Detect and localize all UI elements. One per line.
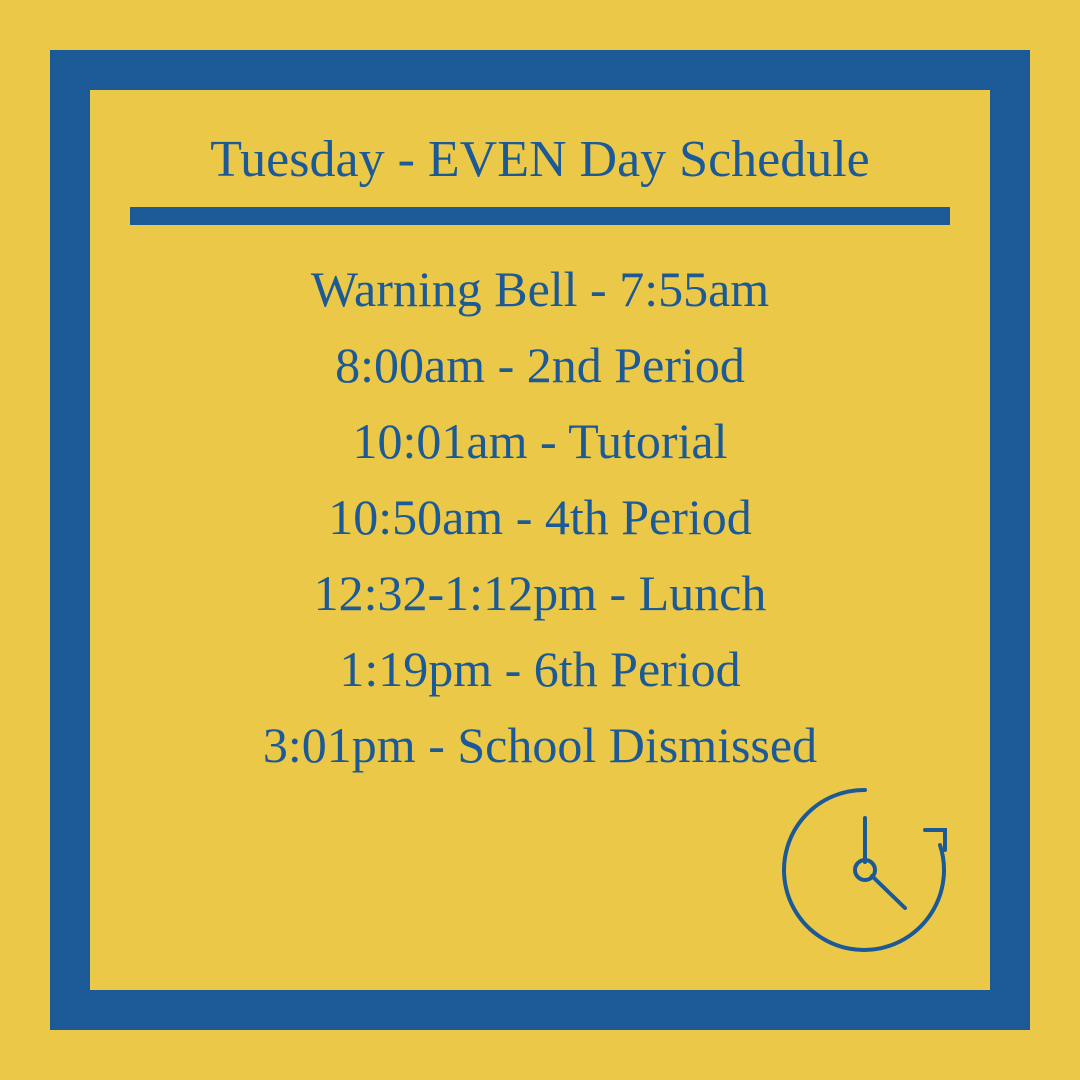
- schedule-item: 8:00am - 2nd Period: [335, 336, 745, 394]
- schedule-item: 1:19pm - 6th Period: [339, 640, 740, 698]
- title-divider: [130, 207, 950, 225]
- schedule-item: 10:01am - Tutorial: [352, 412, 727, 470]
- schedule-item: 10:50am - 4th Period: [328, 488, 752, 546]
- schedule-item: Warning Bell - 7:55am: [311, 260, 769, 318]
- clock-icon: [765, 770, 965, 970]
- schedule-title: Tuesday - EVEN Day Schedule: [120, 130, 960, 189]
- schedule-item: 3:01pm - School Dismissed: [263, 716, 817, 774]
- outer-background: Tuesday - EVEN Day Schedule Warning Bell…: [0, 0, 1080, 1080]
- schedule-item: 12:32-1:12pm - Lunch: [314, 564, 767, 622]
- content-area: Tuesday - EVEN Day Schedule Warning Bell…: [120, 120, 960, 960]
